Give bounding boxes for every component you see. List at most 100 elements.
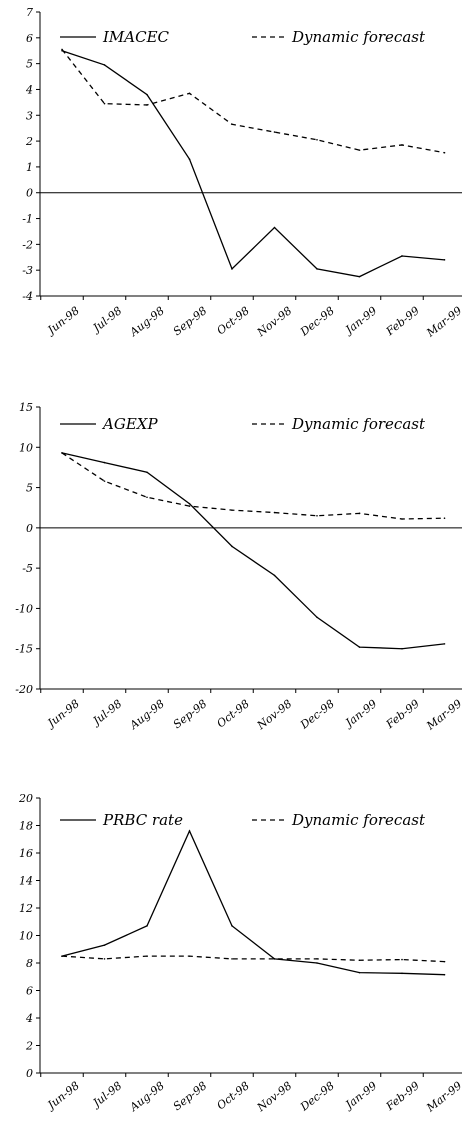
y-tick-label: -3 (22, 264, 33, 277)
y-tick-label: 2 (25, 1040, 33, 1053)
point-dynamic-forecast (146, 104, 148, 106)
point-agexp (231, 545, 233, 548)
x-tick-label: Jul-98 (89, 1079, 124, 1111)
chart-imacec: 7 6 5 4 3 2 1 0 -1 -2 -3 -4 Jun-98 Jul-98 Aug-98 Sep-98… (22, 6, 463, 340)
legend-label: Dynamic forecast (291, 811, 426, 829)
x-tick-label: Mar-99 (423, 304, 463, 340)
point-prbc-rate (358, 971, 361, 974)
legend-label: AGEXP (101, 415, 158, 433)
y-tick-label: -5 (22, 562, 33, 575)
point-agexp (188, 502, 191, 505)
x-tick-label: Mar-99 (423, 697, 463, 733)
x-tick-label: Aug-98 (127, 304, 167, 339)
point-dynamic-forecast (103, 102, 106, 105)
legend-label: Dynamic forecast (291, 28, 426, 46)
point-dynamic-forecast (358, 512, 361, 515)
y-tick-label: 10 (19, 930, 33, 943)
point-imacec (231, 268, 233, 270)
point-imacec (443, 259, 446, 261)
y-tick-label: 12 (19, 902, 33, 915)
y-tick-label: -1 (22, 213, 33, 226)
point-prbc-rate (146, 925, 148, 927)
point-imacec (146, 93, 148, 96)
y-tick-label: -2 (22, 238, 33, 251)
y-tick-label: 5 (26, 58, 33, 71)
point-dynamic-forecast (146, 955, 148, 957)
point-dynamic-forecast (61, 955, 63, 957)
point-imacec (401, 255, 403, 257)
x-tick-label: Jan-99 (342, 304, 380, 338)
x-tick-label: Jun-98 (44, 304, 82, 338)
point-imacec (316, 268, 318, 270)
point-prbc-rate (316, 962, 318, 964)
x-tick-label: Jan-99 (342, 697, 380, 731)
y-tick-label: 14 (19, 875, 33, 888)
x-tick-label: Oct-98 (214, 697, 251, 730)
point-dynamic-forecast (401, 144, 403, 146)
x-tick-label: Jul-98 (89, 304, 124, 336)
y-tick-label: 16 (19, 847, 33, 860)
series-line-agexp (61, 452, 445, 650)
point-dynamic-forecast (231, 123, 233, 126)
y-tick-label: 0 (26, 522, 33, 535)
x-tick-label: Jun-98 (44, 697, 82, 731)
point-dynamic-forecast (443, 960, 446, 963)
legend-label: PRBC rate (102, 811, 183, 829)
point-dynamic-forecast (273, 958, 276, 960)
point-dynamic-forecast (443, 151, 446, 154)
x-tick-label: Oct-98 (214, 304, 251, 337)
point-agexp (103, 461, 106, 464)
point-dynamic-forecast (401, 518, 403, 520)
x-tick-label: Mar-99 (423, 1079, 463, 1115)
point-dynamic-forecast (188, 955, 191, 957)
point-dynamic-forecast (103, 958, 106, 960)
point-imacec (103, 64, 106, 66)
series-line-prbc-rate (61, 829, 445, 976)
point-imacec (273, 226, 276, 229)
point-dynamic-forecast (103, 480, 106, 482)
chart-agexp: 15 10 5 0 -5 -10 -15 -20 Jun-98 Jul-98 Aug-98 Sep-9… (15, 401, 463, 733)
y-tick-label: 3 (26, 109, 33, 122)
point-dynamic-forecast (273, 511, 276, 514)
series-line-dynamic-forecast (61, 452, 445, 520)
point-dynamic-forecast (358, 959, 361, 962)
y-tick-label: 18 (19, 820, 33, 833)
point-agexp (273, 574, 276, 577)
y-tick-label: 4 (25, 1012, 33, 1025)
y-tick-label: 15 (19, 401, 33, 414)
point-dynamic-forecast (443, 517, 446, 519)
y-tick-label: -15 (15, 643, 33, 656)
point-imacec (188, 158, 191, 160)
point-dynamic-forecast (61, 48, 63, 51)
y-tick-label: 5 (26, 482, 33, 495)
point-prbc-rate (103, 944, 106, 946)
y-tick-label: 7 (26, 6, 33, 19)
x-tick-label: Nov-98 (254, 697, 294, 733)
x-tick-label: Sep-98 (171, 304, 210, 338)
x-tick-label: Jan-99 (342, 1079, 380, 1113)
x-tick-label: Sep-98 (171, 697, 210, 731)
y-tick-label: -4 (22, 290, 33, 303)
x-tick-label: Dec-98 (297, 1079, 337, 1114)
point-dynamic-forecast (316, 139, 318, 141)
x-tick-label: Jul-98 (89, 697, 124, 729)
point-dynamic-forecast (188, 92, 191, 95)
y-tick-label: -10 (15, 602, 33, 615)
point-dynamic-forecast (401, 958, 403, 961)
point-dynamic-forecast (188, 505, 191, 507)
point-dynamic-forecast (61, 452, 63, 454)
y-tick-label: 1 (26, 161, 33, 174)
point-dynamic-forecast (146, 496, 148, 499)
y-tick-label: 6 (26, 985, 33, 998)
point-agexp (401, 647, 403, 650)
point-dynamic-forecast (316, 514, 318, 517)
y-tick-label: 10 (19, 441, 33, 454)
point-agexp (316, 616, 318, 619)
point-prbc-rate (401, 972, 403, 975)
x-tick-label: Sep-98 (171, 1079, 210, 1113)
point-dynamic-forecast (231, 958, 233, 960)
y-tick-label: -20 (15, 683, 33, 696)
x-tick-label: Aug-98 (127, 1079, 167, 1114)
x-tick-label: Dec-98 (297, 304, 337, 339)
